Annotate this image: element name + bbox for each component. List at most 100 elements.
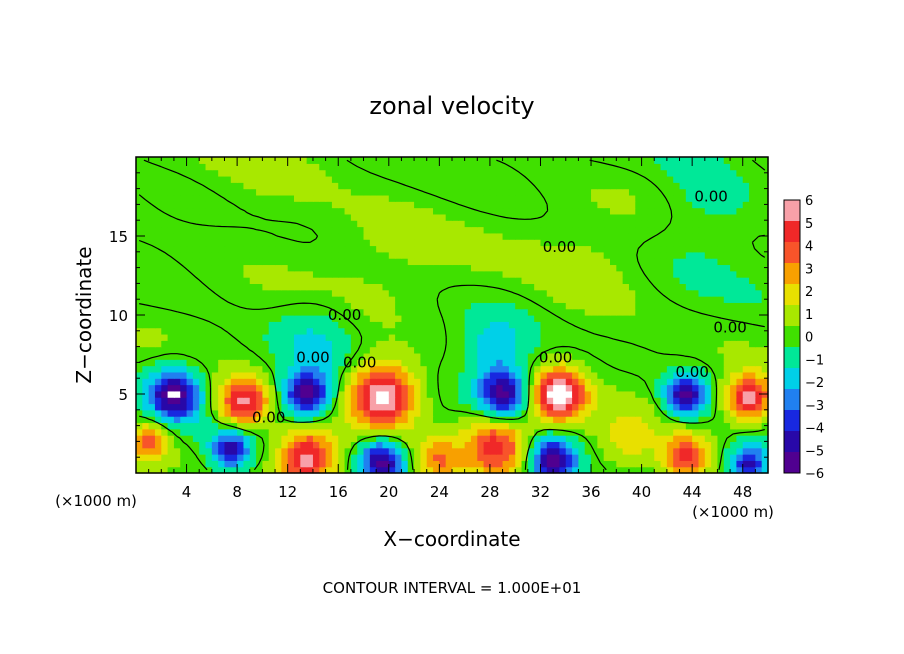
field-cell (477, 220, 485, 228)
field-cell (565, 175, 573, 183)
field-cell (546, 454, 554, 461)
field-cell (565, 390, 573, 398)
field-cell (325, 207, 333, 215)
field-cell (761, 239, 769, 247)
field-cell (521, 251, 529, 259)
field-cell (275, 435, 282, 442)
field-cell (470, 258, 478, 266)
field-cell (401, 258, 409, 266)
field-cell (717, 169, 725, 177)
field-cell (692, 213, 700, 221)
field-cell (597, 251, 605, 259)
field-cell (186, 283, 194, 291)
field-cell (749, 270, 756, 278)
field-cell (211, 270, 219, 278)
field-cell (287, 346, 295, 354)
field-cell (521, 416, 529, 424)
field-cell (521, 447, 529, 455)
field-cell (186, 289, 194, 297)
field-cell (534, 302, 542, 310)
field-cell (325, 169, 333, 177)
field-cell (483, 289, 491, 297)
field-cell (565, 251, 573, 259)
field-cell (186, 371, 194, 379)
field-cell (572, 327, 579, 335)
field-cell (388, 283, 396, 291)
field-cell (325, 226, 333, 234)
field-cell (357, 308, 365, 316)
field-cell (173, 378, 181, 386)
field-cell (654, 245, 662, 253)
field-cell (154, 232, 162, 240)
field-cell (711, 390, 719, 398)
field-cell (508, 340, 516, 348)
field-cell (319, 428, 327, 436)
field-cell (692, 397, 700, 405)
field-cell (350, 378, 358, 386)
field-cell (344, 194, 352, 202)
field-cell (565, 239, 573, 247)
field-cell (205, 428, 213, 436)
field-cell (407, 239, 415, 247)
field-cell (723, 283, 731, 291)
field-cell (338, 251, 346, 259)
field-cell (173, 416, 181, 424)
field-cell (173, 277, 181, 284)
field-cell (597, 194, 605, 202)
field-cell (401, 175, 409, 183)
field-cell (445, 340, 453, 348)
field-cell (749, 466, 756, 474)
field-cell (186, 296, 194, 303)
field-cell (477, 441, 485, 449)
field-cell (616, 333, 624, 341)
field-cell (426, 371, 434, 379)
field-cell (180, 163, 188, 171)
field-cell (458, 277, 466, 284)
field-cell (553, 409, 561, 417)
field-cell (218, 327, 226, 335)
field-cell (180, 308, 188, 316)
field-cell (502, 441, 510, 449)
field-cell (445, 213, 453, 221)
field-cell (666, 327, 674, 335)
field-cell (192, 315, 200, 322)
field-cell (319, 365, 327, 373)
field-cell (654, 302, 662, 310)
field-cell (199, 371, 207, 379)
field-cell (654, 460, 662, 468)
field-cell (205, 194, 213, 202)
field-cell (647, 466, 655, 474)
field-cell (395, 283, 403, 291)
field-cell (698, 321, 706, 329)
field-cell (546, 289, 554, 297)
field-cell (407, 226, 415, 234)
field-cell (350, 283, 358, 291)
field-cell (148, 321, 156, 329)
field-cell (755, 340, 763, 348)
field-cell (325, 239, 333, 247)
field-cell (553, 378, 561, 386)
field-cell (237, 327, 245, 335)
field-cell (186, 308, 194, 316)
field-cell (439, 365, 447, 373)
field-cell (452, 390, 459, 398)
field-cell (496, 289, 504, 297)
field-cell (407, 258, 415, 266)
field-cell (262, 302, 270, 310)
field-cell (325, 403, 333, 411)
field-cell (382, 182, 390, 190)
field-cell (565, 188, 573, 196)
field-cell (749, 226, 756, 234)
field-cell (647, 258, 655, 266)
field-cell (553, 245, 561, 253)
field-cell (186, 340, 194, 348)
field-cell (591, 226, 598, 234)
field-cell (559, 302, 567, 310)
field-cell (161, 277, 169, 284)
field-cell (407, 163, 415, 171)
field-cell (553, 226, 561, 234)
field-cell (534, 435, 542, 442)
field-cell (287, 428, 295, 436)
field-cell (319, 283, 327, 291)
field-cell (262, 201, 270, 209)
